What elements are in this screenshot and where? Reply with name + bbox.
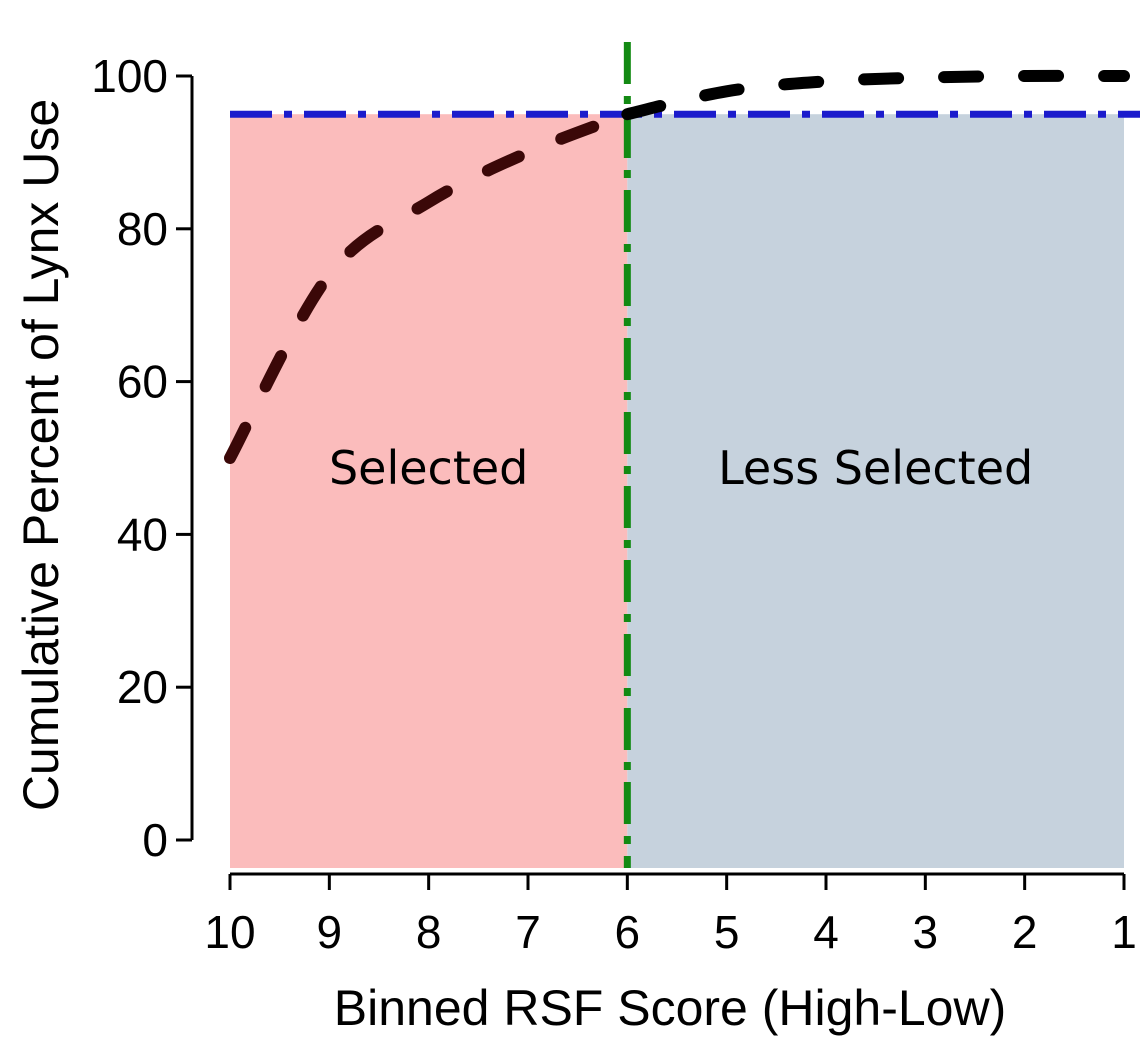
y-axis-title: Cumulative Percent of Lynx Use — [13, 99, 69, 811]
y-tick-label: 80 — [117, 203, 168, 255]
x-tick-label: 3 — [913, 906, 939, 958]
y-tick-label: 100 — [91, 50, 168, 102]
x-tick-label: 1 — [1111, 906, 1137, 958]
x-tick-label: 9 — [317, 906, 343, 958]
y-tick-label: 20 — [117, 661, 168, 713]
region-selected-area — [230, 114, 628, 868]
x-tick-label: 10 — [204, 906, 255, 958]
x-axis: 10 9 8 7 6 5 4 3 2 1 — [204, 872, 1137, 958]
region-less-selected-label: Less Selected — [718, 441, 1033, 495]
x-tick-label: 5 — [714, 906, 740, 958]
cumulative-use-line-less-selected — [621, 69, 1130, 121]
x-tick-label: 8 — [416, 906, 442, 958]
region-labels-layer: Selected Less Selected — [329, 441, 1033, 495]
y-axis: 0 20 40 60 80 100 — [91, 50, 194, 866]
series-layer — [224, 69, 1130, 464]
x-tick-label: 6 — [615, 906, 641, 958]
x-axis-title: Binned RSF Score (High-Low) — [334, 980, 1007, 1036]
region-less-selected-area — [627, 114, 1124, 868]
x-tick-label: 4 — [813, 906, 839, 958]
regions-layer — [230, 114, 1124, 868]
y-tick-label: 60 — [117, 356, 168, 408]
y-tick-label: 40 — [117, 508, 168, 560]
cumulative-use-line-selected — [224, 108, 634, 464]
reference-lines-layer — [230, 42, 1140, 868]
y-tick-label: 0 — [142, 814, 168, 866]
region-selected-label: Selected — [329, 441, 528, 495]
x-tick-label: 7 — [515, 906, 541, 958]
x-tick-label: 2 — [1012, 906, 1038, 958]
